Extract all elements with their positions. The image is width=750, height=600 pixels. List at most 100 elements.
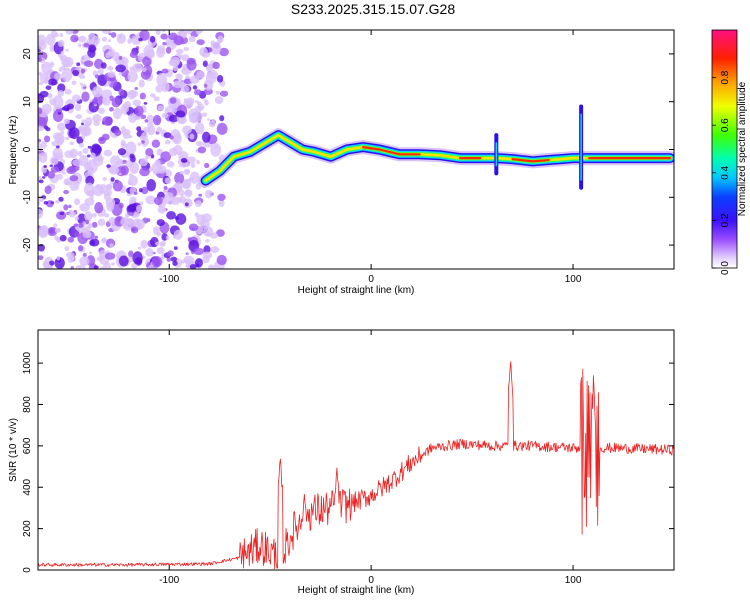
noise-blob: [132, 63, 143, 72]
noise-blob: [47, 78, 58, 86]
noise-blob: [157, 105, 164, 111]
noise-blob: [65, 48, 69, 52]
noise-blob: [174, 216, 180, 220]
snr-frame: [37, 329, 675, 571]
noise-blob: [84, 126, 90, 131]
noise-blob: [41, 63, 45, 68]
noise-blob: [95, 155, 104, 162]
noise-blob: [151, 256, 163, 268]
noise-blob: [106, 183, 113, 189]
noise-blob: [72, 158, 83, 167]
noise-blob: [47, 226, 58, 237]
noise-blob: [76, 62, 81, 67]
noise-blob: [64, 246, 70, 252]
noise-blob: [74, 198, 81, 206]
noise-blob: [57, 111, 62, 115]
noise-blob: [126, 204, 136, 213]
noise-blob: [57, 122, 66, 131]
colorbar-tick-label: 0.4: [720, 165, 731, 179]
noise-blob: [210, 41, 222, 55]
noise-blob: [183, 46, 190, 52]
noise-blob: [164, 177, 172, 184]
noise-blob: [195, 141, 204, 147]
noise-blob: [83, 43, 90, 48]
noise-blob: [83, 182, 95, 197]
noise-blob: [192, 85, 198, 90]
noise-blob: [38, 255, 44, 261]
noise-blob: [129, 196, 137, 204]
noise-blob: [146, 49, 155, 59]
noise-blob: [74, 103, 82, 111]
noise-blob: [82, 252, 87, 258]
noise-blob: [75, 114, 83, 120]
noise-blob: [174, 172, 185, 185]
noise-blob: [54, 228, 60, 233]
noise-blob: [182, 125, 192, 135]
noise-blob: [128, 113, 137, 123]
noise-blob: [206, 231, 211, 237]
noise-blob: [77, 150, 83, 157]
noise-blob: [93, 120, 100, 127]
noise-blob: [50, 166, 60, 173]
noise-blob: [214, 145, 219, 149]
noise-blob: [50, 201, 55, 204]
noise-blob: [38, 243, 45, 252]
noise-blob: [92, 114, 102, 123]
noise-blob: [173, 138, 179, 143]
noise-blob: [156, 126, 163, 133]
noise-blob: [115, 64, 126, 73]
noise-blob: [188, 114, 198, 124]
noise-blob: [101, 89, 113, 99]
spectrogram-xtick-label: 100: [565, 274, 582, 285]
noise-blob: [175, 110, 186, 118]
noise-blob: [96, 256, 103, 262]
noise-blob: [118, 56, 123, 61]
noise-blob: [189, 75, 200, 84]
noise-blob: [52, 147, 63, 160]
noise-blob: [196, 159, 200, 165]
noise-blob: [155, 85, 164, 93]
noise-blob: [78, 43, 82, 48]
noise-blob: [156, 219, 165, 226]
noise-blob: [204, 83, 208, 88]
noise-blob: [201, 131, 211, 143]
noise-blob: [101, 238, 107, 244]
noise-blob: [38, 34, 47, 46]
noise-blob: [205, 238, 210, 243]
noise-blob: [108, 165, 120, 175]
noise-blob: [108, 39, 112, 43]
spectrogram-content: [38, 30, 674, 269]
noise-blob: [156, 47, 166, 58]
snr-ylabel: SNR (10 * v/v): [8, 418, 19, 482]
noise-blob: [55, 199, 60, 204]
noise-blob: [215, 90, 220, 95]
noise-blob: [152, 226, 161, 236]
noise-blob: [212, 61, 220, 70]
noise-blob: [38, 196, 44, 203]
noise-blob: [57, 90, 65, 97]
noise-blob: [110, 155, 121, 167]
noise-blob: [90, 152, 96, 159]
noise-blob: [77, 35, 87, 43]
noise-blob: [61, 67, 73, 82]
noise-blob: [175, 213, 187, 225]
noise-blob: [166, 211, 177, 220]
noise-blob: [136, 126, 142, 132]
noise-blob: [155, 241, 160, 246]
noise-blob: [190, 161, 196, 169]
noise-blob: [38, 93, 45, 104]
noise-blob: [66, 103, 74, 110]
noise-blob: [50, 156, 59, 166]
noise-blob: [196, 39, 205, 46]
noise-blob: [101, 133, 110, 141]
noise-blob: [87, 145, 92, 149]
snr-ytick-label: 200: [22, 520, 33, 537]
noise-blob: [156, 247, 165, 255]
noise-blob: [59, 54, 68, 62]
noise-blob: [59, 234, 67, 242]
snr-ytick-label: 800: [22, 396, 33, 413]
noise-blob: [82, 86, 87, 89]
noise-blob: [68, 204, 72, 209]
